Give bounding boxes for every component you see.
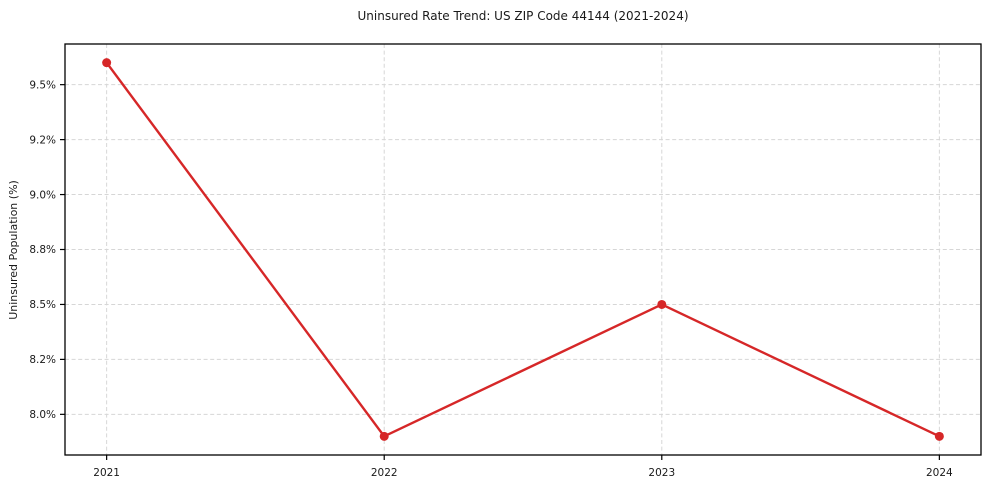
data-point-2023: [657, 299, 667, 309]
trend-line: [105, 61, 941, 438]
y-tick-label: 8.2%: [29, 354, 56, 366]
axis-layer: 8.0% 8.2% 8.5% 8.8% 9.0% 9.2% 9.5% 2021 2022 2023…: [29, 43, 982, 479]
x-tick-label: 2023: [648, 467, 675, 479]
data-point-2024: [934, 431, 944, 441]
y-tick-label: 9.5%: [29, 79, 56, 91]
y-tick-label: 8.8%: [29, 244, 56, 256]
y-tick-label: 9.0%: [29, 189, 56, 201]
data-point-2021: [102, 58, 112, 68]
chart-title: Uninsured Rate Trend: US ZIP Code 44144 …: [357, 9, 688, 23]
x-tick-label: 2024: [926, 467, 953, 479]
data-layer: [102, 58, 944, 441]
y-tick-label: 8.0%: [29, 409, 56, 421]
x-tick-label: 2022: [371, 467, 398, 479]
y-tick-label: 9.2%: [29, 134, 56, 146]
grid-layer: [65, 44, 981, 455]
data-point-2022: [379, 431, 389, 441]
x-tick-label: 2021: [93, 467, 120, 479]
y-tick-label: 8.5%: [29, 299, 56, 311]
y-axis-label: Uninsured Population (%): [7, 180, 20, 320]
